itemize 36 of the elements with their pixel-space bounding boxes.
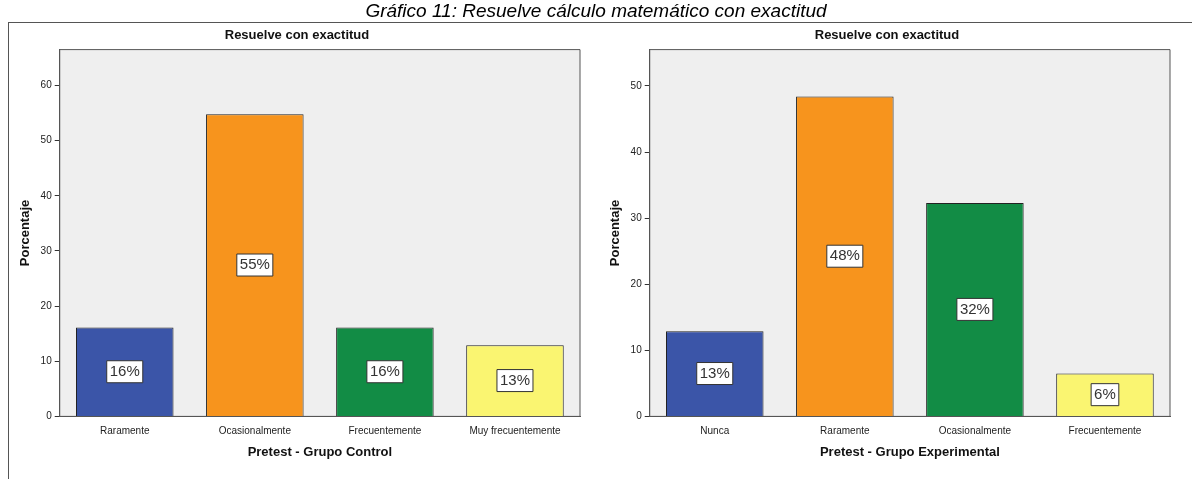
y-tick-label: 0 <box>46 410 53 422</box>
x-tick-label: Raramente <box>820 425 870 437</box>
chart-title: Resuelve con exactitud <box>224 27 370 43</box>
data-label: 13% <box>499 370 530 388</box>
x-tick-label: Frecuentemente <box>1068 425 1142 437</box>
data-label: 48% <box>829 246 860 264</box>
y-tick-label: 10 <box>40 354 53 366</box>
x-axis-title: Pretest - Grupo Experimental <box>819 443 1000 459</box>
y-tick-label: 50 <box>630 79 643 91</box>
y-tick-label: 30 <box>40 244 53 256</box>
data-label: 16% <box>109 361 140 379</box>
chart-title: Resuelve con exactitud <box>814 27 960 43</box>
x-tick-label: Raramente <box>100 425 150 437</box>
data-label: 55% <box>239 255 270 273</box>
y-tick-label: 20 <box>630 277 643 289</box>
y-tick-label: 40 <box>40 189 53 201</box>
y-axis-title: Porcentaje <box>17 199 33 267</box>
y-tick-label: 0 <box>636 410 643 422</box>
data-label: 6% <box>1094 384 1116 402</box>
x-tick-label: Frecuentemente <box>348 425 422 437</box>
y-tick-label: 30 <box>630 211 643 223</box>
x-axis-title: Pretest - Grupo Control <box>247 443 393 459</box>
y-tick-label: 40 <box>630 145 643 157</box>
x-tick-label: Ocasionalmente <box>938 425 1012 437</box>
y-tick-label: 50 <box>40 134 53 146</box>
data-label: 32% <box>959 299 990 317</box>
x-tick-label: Muy frecuentemente <box>469 425 561 437</box>
x-tick-label: Ocasionalmente <box>218 425 292 437</box>
x-tick-label: Nunca <box>700 425 730 437</box>
text: Gráfico 11: Resuelve cálculo matemático con exactitud <box>365 0 827 21</box>
data-label: 16% <box>369 361 400 379</box>
data-label: 13% <box>699 363 730 381</box>
y-tick-label: 20 <box>40 299 53 311</box>
y-tick-label: 10 <box>630 344 643 356</box>
y-axis-title: Porcentaje <box>607 199 623 267</box>
y-tick-label: 60 <box>40 79 53 91</box>
